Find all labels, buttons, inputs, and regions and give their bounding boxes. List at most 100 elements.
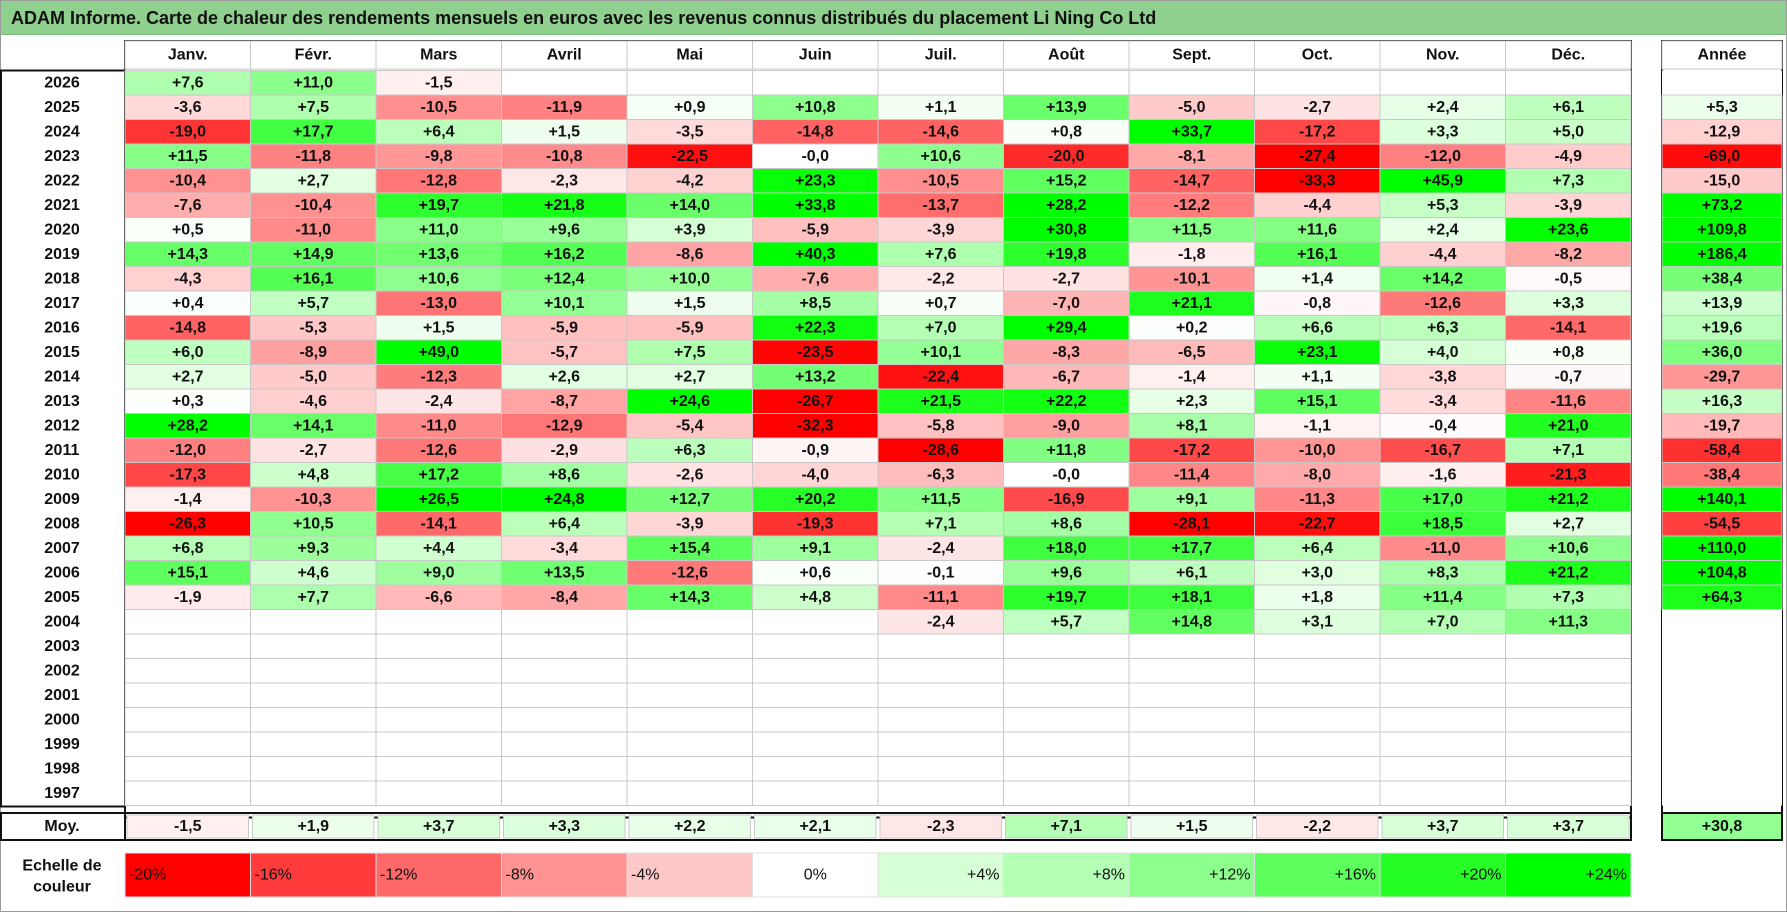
heat-cell-value: -4,3 bbox=[174, 270, 202, 287]
heat-cell bbox=[1254, 339, 1381, 365]
legend-step-label: +8% bbox=[1093, 867, 1125, 884]
annual-cell-value: +109,8 bbox=[1697, 221, 1746, 238]
heat-cell bbox=[877, 94, 1004, 120]
annual-cell bbox=[1661, 119, 1783, 145]
heat-cell bbox=[375, 780, 502, 806]
heat-cell-value: +0,8 bbox=[1050, 123, 1082, 140]
heat-cell bbox=[1379, 143, 1506, 169]
heat-cell-value: -10,4 bbox=[295, 197, 332, 214]
annual-cell bbox=[1661, 143, 1783, 169]
heat-cell-value: -32,3 bbox=[797, 417, 834, 434]
annual-cell bbox=[1661, 511, 1783, 537]
heat-cell-value: +0,2 bbox=[1176, 319, 1208, 336]
heat-cell-value: +12,7 bbox=[670, 491, 711, 508]
heat-cell-value: -0,7 bbox=[1554, 368, 1582, 385]
heat-cell bbox=[626, 266, 753, 292]
heat-cell-value: -11,1 bbox=[923, 589, 959, 606]
year-label: 2021 bbox=[44, 197, 80, 214]
heat-cell bbox=[626, 168, 753, 194]
heat-cell-value: +22,2 bbox=[1046, 393, 1087, 410]
heat-cell-value: +1,1 bbox=[1301, 368, 1333, 385]
heat-cell-value: -14,8 bbox=[170, 319, 207, 336]
average-cell bbox=[377, 814, 500, 839]
heat-cell-value: +4,6 bbox=[297, 564, 329, 581]
heat-cell-value: +24,6 bbox=[670, 393, 711, 410]
heat-cell bbox=[626, 731, 753, 757]
month-header-cell bbox=[877, 40, 1004, 70]
year-label: 2018 bbox=[44, 270, 80, 287]
heat-cell-value: +1,4 bbox=[1301, 270, 1333, 287]
heat-cell bbox=[250, 217, 377, 243]
heat-cell bbox=[752, 584, 879, 610]
month-header: Juil. bbox=[925, 47, 957, 64]
heat-cell bbox=[250, 682, 377, 708]
heat-cell bbox=[626, 413, 753, 439]
heat-cell-value: -1,8 bbox=[1178, 246, 1206, 263]
heat-cell-value: -2,7 bbox=[1052, 270, 1080, 287]
heat-cell-value: +3,3 bbox=[1552, 295, 1584, 312]
heat-cell-value: +30,8 bbox=[1046, 221, 1087, 238]
heat-cell-value: -0,9 bbox=[801, 442, 829, 459]
year-label: 2024 bbox=[44, 123, 80, 140]
average-cell bbox=[628, 814, 751, 839]
heat-cell bbox=[501, 633, 628, 659]
heat-cell bbox=[752, 388, 879, 414]
heat-cell-value: +8,6 bbox=[1050, 515, 1082, 532]
heat-cell bbox=[1254, 192, 1381, 218]
average-cell-value: -2,3 bbox=[927, 818, 955, 835]
heat-cell bbox=[877, 70, 1004, 96]
heat-cell-value: +28,2 bbox=[1046, 197, 1087, 214]
annual-cell bbox=[1661, 364, 1783, 390]
legend-swatch bbox=[877, 852, 1004, 898]
year-label: 2009 bbox=[44, 491, 80, 508]
heat-cell-value: +16,2 bbox=[544, 246, 585, 263]
heat-cell-value: -8,6 bbox=[676, 246, 704, 263]
heat-cell bbox=[501, 609, 628, 635]
heat-cell-value: +17,7 bbox=[1172, 540, 1213, 557]
legend-step-label: -12% bbox=[380, 867, 417, 884]
heat-cell-value: +1,1 bbox=[925, 99, 957, 116]
month-header-cell bbox=[1505, 40, 1632, 70]
heat-cell-value: -4,0 bbox=[801, 466, 829, 483]
heat-cell bbox=[124, 658, 251, 684]
heat-cell-value: +26,5 bbox=[419, 491, 460, 508]
heat-cell bbox=[752, 682, 879, 708]
heat-cell-value: +21,1 bbox=[1172, 295, 1213, 312]
annual-cell bbox=[1662, 658, 1782, 683]
heat-cell bbox=[1254, 731, 1381, 757]
heat-cell-value: +13,2 bbox=[795, 368, 836, 385]
heat-cell bbox=[626, 682, 753, 708]
average-cell-value: -1,5 bbox=[174, 818, 202, 835]
heat-cell-value: -0,0 bbox=[801, 148, 829, 165]
year-label: 2015 bbox=[44, 344, 80, 361]
month-header-cell bbox=[1003, 40, 1130, 70]
heat-cell-value: -22,5 bbox=[672, 148, 709, 165]
heat-cell-value: +2,4 bbox=[1427, 99, 1459, 116]
heat-cell-value: -12,9 bbox=[546, 417, 583, 434]
legend-swatch bbox=[1505, 852, 1632, 898]
heat-cell-value: +7,6 bbox=[925, 246, 957, 263]
heat-cell-value: -10,0 bbox=[1299, 442, 1336, 459]
heat-cell bbox=[877, 290, 1004, 316]
heat-cell bbox=[877, 756, 1004, 782]
heat-cell-value: +12,4 bbox=[544, 270, 585, 287]
heat-cell bbox=[250, 143, 377, 169]
heat-cell-value: +28,2 bbox=[168, 417, 209, 434]
heat-cell-value: +17,0 bbox=[1423, 491, 1464, 508]
average-cell bbox=[126, 814, 249, 839]
heat-cell bbox=[1505, 241, 1632, 267]
heat-cell bbox=[1003, 290, 1130, 316]
heat-cell bbox=[124, 682, 251, 708]
heat-cell bbox=[124, 707, 251, 733]
heat-cell bbox=[1254, 94, 1381, 120]
heat-cell bbox=[375, 119, 502, 145]
average-cell-value: +3,7 bbox=[1552, 818, 1584, 835]
heat-cell-value: -8,2 bbox=[1554, 246, 1582, 263]
heat-cell-value: -2,4 bbox=[927, 540, 955, 557]
month-header: Oct. bbox=[1302, 47, 1333, 64]
heat-cell bbox=[250, 290, 377, 316]
heat-cell-value: +8,5 bbox=[799, 295, 831, 312]
heat-cell-value: +7,3 bbox=[1552, 589, 1584, 606]
heat-cell-value: -1,5 bbox=[425, 74, 453, 91]
heat-cell bbox=[501, 241, 628, 267]
